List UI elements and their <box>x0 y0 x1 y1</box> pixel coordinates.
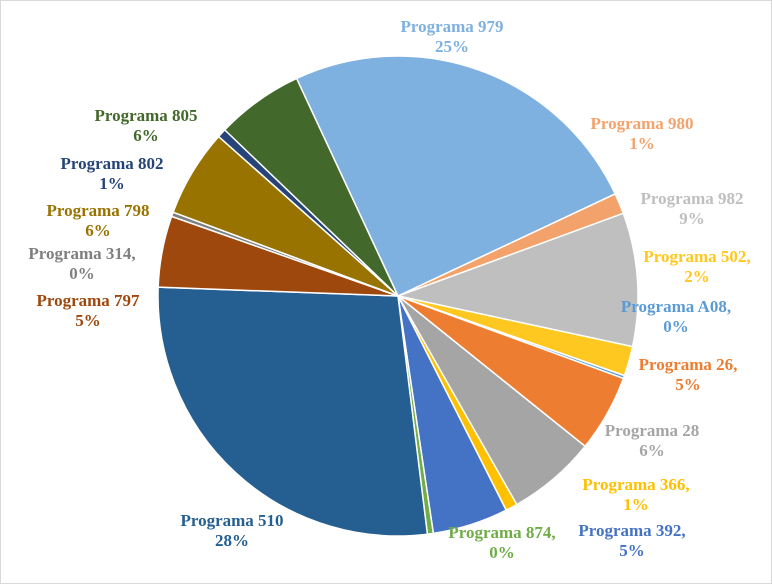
pie-slice <box>157 286 429 537</box>
slice-label: Programa 982 <box>640 189 743 208</box>
slice-value-label: 2% <box>684 267 710 286</box>
slice-value-label: 0% <box>69 264 95 283</box>
slice-label: Programa 28 <box>605 421 700 440</box>
slice-label: Programa 802 <box>60 154 163 173</box>
pie-slice <box>223 77 399 297</box>
slice-label: Programa 805 <box>94 106 197 125</box>
slice-value-label: 0% <box>663 317 689 336</box>
slice-label: Programa 366, <box>582 475 689 494</box>
slice-value-label: 6% <box>85 221 111 240</box>
slice-label: Programa 510 <box>180 511 283 530</box>
slice-value-label: 5% <box>675 375 701 394</box>
slice-label: Programa 26, <box>639 355 738 374</box>
slice-value-label: 0% <box>489 543 515 562</box>
slice-label: Programa A08, <box>621 297 731 316</box>
slice-value-label: 9% <box>679 209 705 228</box>
slice-value-label: 6% <box>133 126 159 145</box>
slice-label: Programa 392, <box>578 521 685 540</box>
slice-label: Programa 798 <box>46 201 149 220</box>
slice-value-label: 25% <box>435 37 469 56</box>
slice-value-label: 1% <box>99 174 125 193</box>
slice-label: Programa 980 <box>590 114 693 133</box>
slice-value-label: 6% <box>639 441 665 460</box>
pie <box>157 55 639 537</box>
slice-label: Programa 797 <box>36 291 140 310</box>
slice-label: Programa 874, <box>448 523 555 542</box>
slice-value-label: 5% <box>619 541 645 560</box>
pie-slice <box>295 55 617 297</box>
slice-value-label: 1% <box>629 134 655 153</box>
slice-label: Programa 979 <box>400 17 503 36</box>
pie-slice <box>395 212 639 348</box>
slice-value-label: 5% <box>75 311 101 330</box>
slice-label: Programa 502, <box>643 247 750 266</box>
slice-label: Programa 314, <box>28 244 135 263</box>
slice-value-label: 28% <box>215 531 249 550</box>
slice-value-label: 1% <box>623 495 649 514</box>
